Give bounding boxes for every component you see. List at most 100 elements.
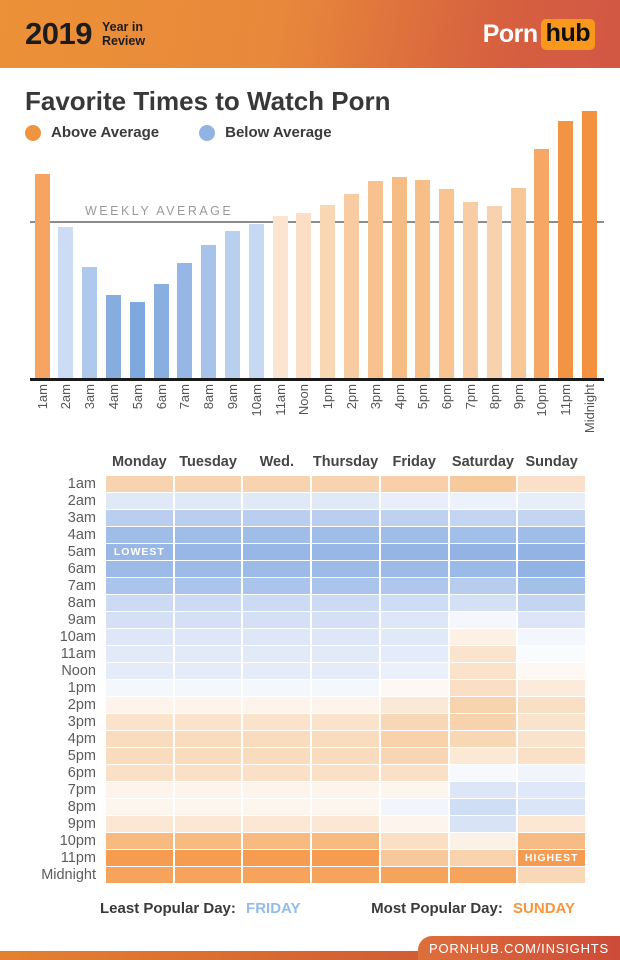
heatmap-row-7am: 7am <box>30 578 586 594</box>
heatmap-cell-tuesday-7pm <box>174 782 242 798</box>
least-popular-label: Least Popular Day: <box>100 900 236 917</box>
heatmap-cell-sunday-2am <box>518 493 586 509</box>
heatmap-row-4pm: 4pm <box>30 731 586 747</box>
heatmap-cell-friday-Midnight <box>380 867 448 883</box>
heatmap-row-9am: 9am <box>30 612 586 628</box>
heatmap-header-row: Monday Tuesday Wed. Thursday Friday Saturday S… <box>30 452 586 472</box>
heatmap-cell-tuesday-6pm <box>174 765 242 781</box>
heatmap-cell-thursday-5pm <box>312 748 379 764</box>
bar-6am <box>153 284 169 378</box>
heatmap-cell-friday-7am <box>380 578 448 594</box>
x-label-Midnight: Midnight <box>581 384 597 434</box>
x-label-11am: 11am <box>272 384 288 416</box>
heatmap-row-11pm: 11pm HIGHEST <box>30 850 586 866</box>
heatmap-cell-friday-11pm <box>380 850 448 866</box>
row-label-5am: 5am <box>67 544 96 560</box>
heatmap-cell-sunday-10pm <box>518 833 586 849</box>
heatmap-cell-saturday-Midnight <box>449 867 517 883</box>
heatmap-cell-wed-3am <box>243 510 311 526</box>
bar-2pm <box>343 194 359 378</box>
hourly-bar-chart: WEEKLY AVERAGE <box>30 110 604 381</box>
heatmap-cell-monday-1pm <box>106 680 173 696</box>
heatmap-cell-monday-2am <box>106 493 173 509</box>
heatmap-cell-saturday-5pm <box>449 748 517 764</box>
x-label-1pm: 1pm <box>320 384 336 410</box>
heatmap-cell-tuesday-1pm <box>174 680 242 696</box>
row-label-1pm: 1pm <box>67 680 96 696</box>
heatmap-cell-thursday-7am <box>312 578 379 594</box>
heatmap-cell-wed-8am <box>243 595 311 611</box>
day-header-sunday: Sunday <box>525 454 578 470</box>
year-in-review-label: Year in Review <box>101 19 146 48</box>
row-label-3pm: 3pm <box>67 714 96 730</box>
x-label-8am: 8am <box>201 384 217 410</box>
below-average-swatch <box>199 124 216 141</box>
heatmap-cell-sunday-1pm <box>518 680 586 696</box>
heatmap-cell-wed-10pm <box>243 833 311 849</box>
heatmap-cell-sunday-6am <box>518 561 586 577</box>
bar-10am <box>248 224 264 378</box>
heatmap-cell-friday-4am <box>380 527 448 543</box>
insights-link[interactable]: PORNHUB.COM/INSIGHTS <box>418 936 620 960</box>
heatmap-cell-friday-9am <box>380 612 448 628</box>
least-popular-day: Least Popular Day: FRIDAY <box>100 900 301 917</box>
bar-Noon <box>296 213 312 378</box>
row-label-8pm: 8pm <box>67 799 96 815</box>
day-header-monday: Monday <box>111 454 167 470</box>
x-label-3pm: 3pm <box>367 384 383 410</box>
heatmap-cell-thursday-2pm <box>312 697 379 713</box>
x-label-5am: 5am <box>129 384 145 410</box>
heatmap-cell-thursday-10pm <box>312 833 379 849</box>
heatmap-cell-friday-6am <box>380 561 448 577</box>
heatmap-row-8pm: 8pm <box>30 799 586 815</box>
heatmap-cell-tuesday-3pm <box>174 714 242 730</box>
heatmap-cell-thursday-6pm <box>312 765 379 781</box>
day-header-thursday: Thursday <box>312 454 379 470</box>
heatmap-cell-monday-3am <box>106 510 173 526</box>
x-label-11pm: 11pm <box>558 384 574 416</box>
heatmap-row-6am: 6am <box>30 561 586 577</box>
heatmap-cell-tuesday-4pm <box>174 731 242 747</box>
heatmap-cell-monday-6am <box>106 561 173 577</box>
x-label-10am: 10am <box>248 384 264 417</box>
heatmap-cell-sunday-6pm <box>518 765 586 781</box>
year-label: 2019 <box>25 16 92 51</box>
heatmap-row-2pm: 2pm <box>30 697 586 713</box>
year-in-review-brand: 2019 Year in Review <box>25 16 145 52</box>
heatmap-row-3pm: 3pm <box>30 714 586 730</box>
heatmap-cell-tuesday-Noon <box>174 663 242 679</box>
x-label-2pm: 2pm <box>343 384 359 410</box>
weekly-average-label: WEEKLY AVERAGE <box>85 204 234 218</box>
heatmap-cell-monday-9am <box>106 612 173 628</box>
row-label-9am: 9am <box>67 612 96 628</box>
heatmap-cell-sunday-11pm: HIGHEST <box>518 850 586 866</box>
heatmap-cell-sunday-9pm <box>518 816 586 832</box>
row-label-2pm: 2pm <box>67 697 96 713</box>
heatmap-cell-monday-2pm <box>106 697 173 713</box>
heatmap-cell-monday-9pm <box>106 816 173 832</box>
heatmap-cell-friday-10am <box>380 629 448 645</box>
heatmap-cell-thursday-3am <box>312 510 379 526</box>
day-header-tuesday: Tuesday <box>179 454 237 470</box>
heatmap-cell-thursday-9am <box>312 612 379 628</box>
heatmap-cell-thursday-7pm <box>312 782 379 798</box>
day-header-saturday: Saturday <box>451 454 514 470</box>
bar-3am <box>82 267 98 378</box>
heatmap-cell-monday-8am <box>106 595 173 611</box>
bar-1pm <box>320 205 336 378</box>
day-header-wed: Wed. <box>259 454 294 470</box>
heatmap-cell-tuesday-9am <box>174 612 242 628</box>
row-label-11pm: 11pm <box>60 850 96 866</box>
heatmap-cell-saturday-8am <box>449 595 517 611</box>
heatmap-cell-tuesday-7am <box>174 578 242 594</box>
heatmap-cell-wed-6am <box>243 561 311 577</box>
heatmap-cell-tuesday-3am <box>174 510 242 526</box>
logo-porn-text: Porn <box>482 19 538 48</box>
row-label-6pm: 6pm <box>67 765 96 781</box>
heatmap-cell-sunday-Midnight <box>518 867 586 883</box>
heatmap-cell-thursday-Noon <box>312 663 379 679</box>
heatmap-cell-sunday-10am <box>518 629 586 645</box>
heatmap-row-7pm: 7pm <box>30 782 586 798</box>
x-label-7pm: 7pm <box>462 384 478 410</box>
heatmap-cell-saturday-2am <box>449 493 517 509</box>
